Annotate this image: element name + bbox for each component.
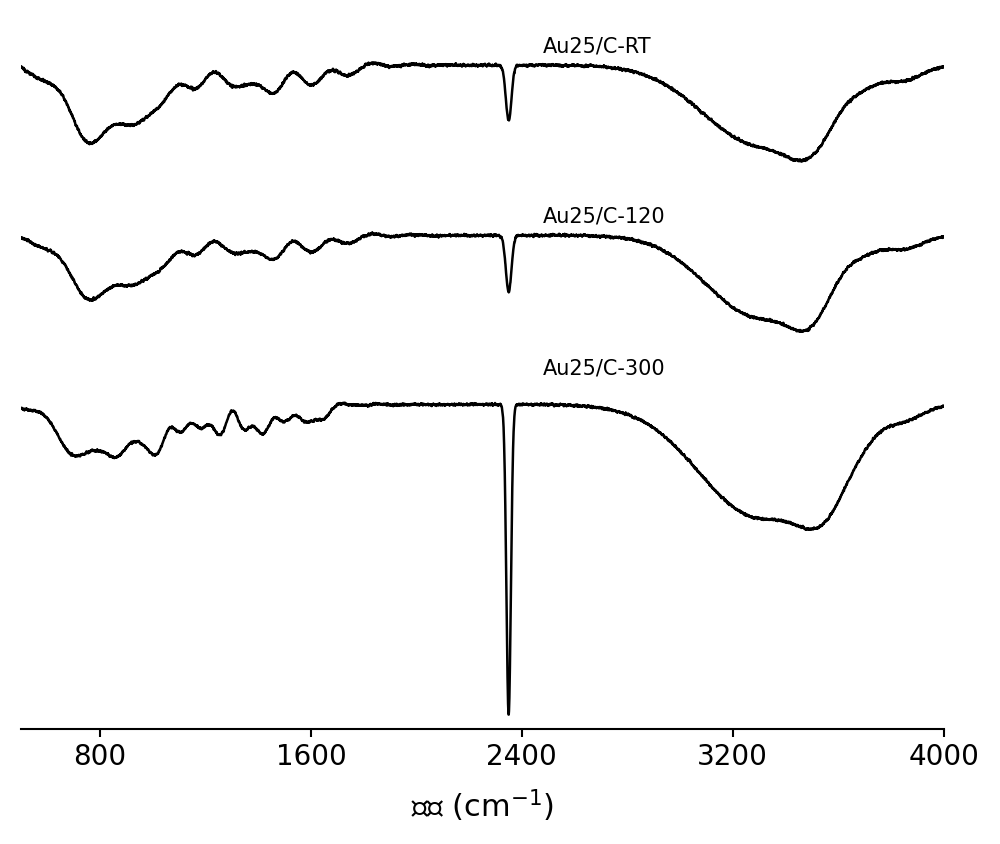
Text: Au25/C-300: Au25/C-300 — [543, 358, 666, 378]
X-axis label: 波数 (cm$^{-1}$): 波数 (cm$^{-1}$) — [411, 787, 554, 823]
Text: Au25/C-RT: Au25/C-RT — [543, 36, 652, 57]
Text: Au25/C-120: Au25/C-120 — [543, 206, 666, 226]
